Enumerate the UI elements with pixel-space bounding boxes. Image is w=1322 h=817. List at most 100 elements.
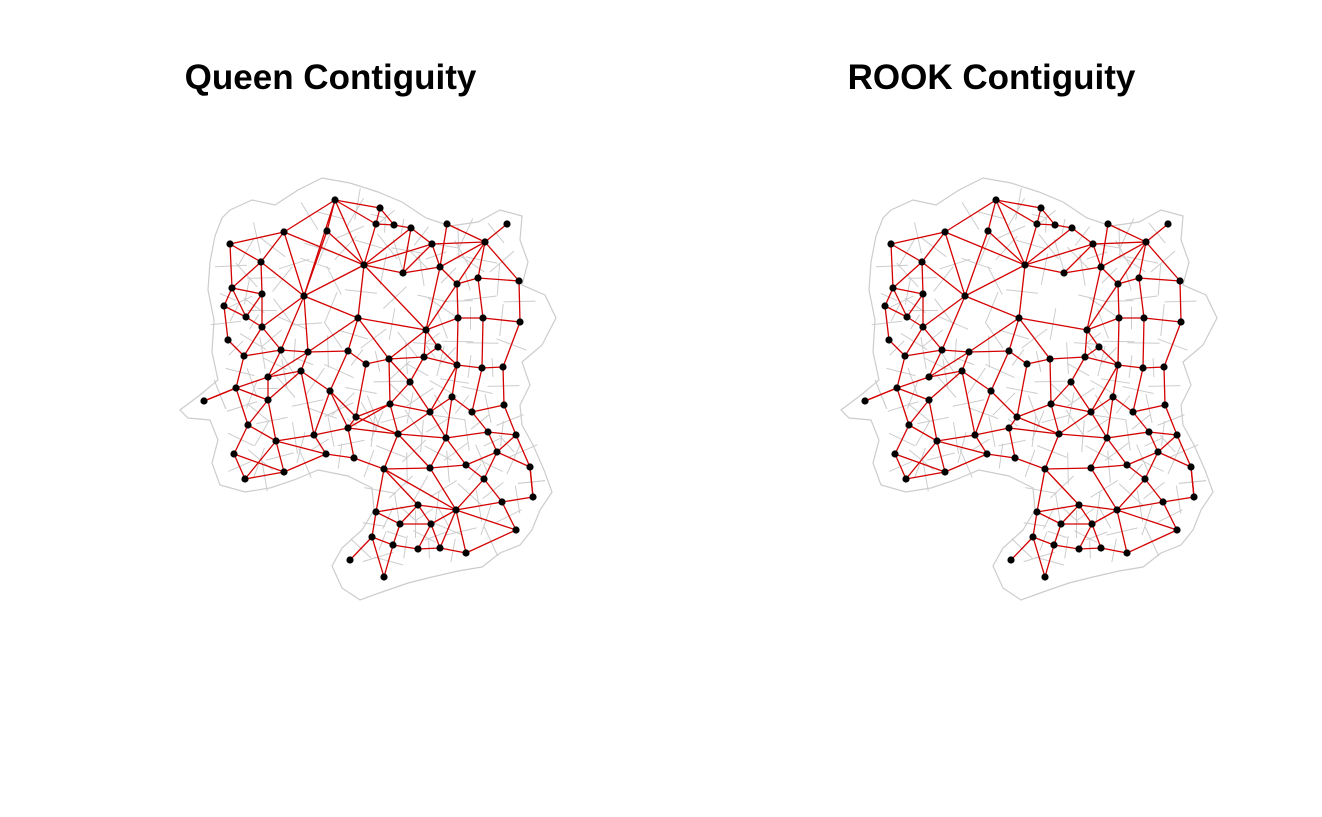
- rook-neighbor-edge: [1142, 317, 1145, 369]
- rook-centroid-node: [1013, 413, 1021, 421]
- rook-centroid-node: [961, 292, 969, 300]
- rook-neighbor-edge: [944, 231, 966, 297]
- rook-neighbor-edge: [921, 261, 924, 295]
- rook-centroid-node: [1051, 221, 1059, 229]
- queen-neighbor-edge: [445, 396, 453, 439]
- queen-centroid-node: [500, 401, 508, 409]
- queen-neighbor-edge: [235, 387, 249, 426]
- queen-neighbor-edge: [429, 411, 447, 439]
- rook-centroid-node: [918, 258, 926, 266]
- rook-neighbor-edge: [1018, 264, 1026, 319]
- queen-neighbor-edge: [233, 424, 249, 455]
- queen-centroid-node: [385, 355, 393, 363]
- queen-neighbor-edge: [439, 241, 486, 268]
- rook-neighbor-edge: [888, 339, 906, 357]
- queen-nodes: [200, 196, 537, 581]
- queen-neighbor-edge: [325, 453, 355, 459]
- rook-neighbor-edge: [1078, 504, 1093, 525]
- queen-centroid-node: [484, 428, 492, 436]
- queen-neighbor-edge: [244, 440, 277, 480]
- rook-neighbor-edge: [1132, 404, 1166, 413]
- rook-centroid-node: [1135, 274, 1143, 282]
- rook-neighbor-edge: [1126, 451, 1159, 466]
- queen-centroid-node: [427, 520, 435, 528]
- rook-neighbor-edge: [944, 453, 988, 473]
- queen-neighbor-edge: [383, 544, 394, 578]
- rook-neighbor-edge: [1010, 536, 1034, 561]
- queen-centroid-node: [434, 343, 442, 351]
- queen-centroid-node: [244, 421, 252, 429]
- queen-neighbor-edge: [456, 241, 486, 285]
- rook-centroid-node: [881, 302, 889, 310]
- queen-centroid-node: [503, 220, 511, 228]
- rook-centroid-node: [1007, 556, 1015, 564]
- rook-centroid-node: [1141, 475, 1149, 483]
- rook-neighbor-edge: [1024, 264, 1065, 274]
- queen-neighbor-edge: [233, 453, 246, 480]
- rook-neighbor-edge: [995, 199, 1026, 266]
- rook-centroid-node: [1050, 541, 1058, 549]
- queen-neighbor-edge: [283, 199, 336, 233]
- queen-neighbor-edge: [303, 295, 359, 319]
- rook-neighbor-edge: [892, 287, 924, 295]
- queen-neighbor-edge: [383, 433, 399, 470]
- rook-neighbor-edge: [1162, 496, 1195, 503]
- rook-neighbor-edge: [1190, 466, 1195, 498]
- rook-neighbor-edge: [1044, 468, 1080, 506]
- queen-neighbor-edge: [471, 367, 483, 413]
- rook-neighbor-edge: [1086, 266, 1102, 331]
- queen-centroid-node: [468, 408, 476, 416]
- rook-centroid-node: [992, 196, 1000, 204]
- queen-neighbor-edge: [502, 366, 505, 406]
- queen-centroid-node: [300, 292, 308, 300]
- queen-neighbor-edge: [465, 529, 517, 554]
- queen-centroid-node: [380, 573, 388, 581]
- rook-neighbor-edge: [1148, 431, 1178, 436]
- queen-neighbor-edge: [501, 496, 534, 503]
- rook-centroid-node: [1075, 501, 1083, 509]
- queen-neighbor-edge: [283, 453, 327, 473]
- rook-neighbor-edge: [894, 424, 910, 455]
- rook-neighbor-edge: [921, 231, 946, 263]
- queen-neighbor-edge: [231, 261, 262, 289]
- rook-centroid-node: [919, 290, 927, 298]
- queen-centroid-node: [526, 463, 534, 471]
- rook-neighbor-edge: [1040, 207, 1056, 226]
- rook-neighbor-edge: [1058, 411, 1092, 435]
- queen-neighbor-edge: [484, 223, 508, 243]
- queen-neighbor-edge: [261, 295, 305, 328]
- queen-neighbor-edge: [235, 376, 269, 389]
- queen-neighbor-edge: [275, 434, 315, 442]
- queen-neighbor-edge: [456, 277, 479, 285]
- queen-centroid-node: [453, 361, 461, 369]
- rook-neighbor-edge: [928, 370, 963, 401]
- rook-neighbor-edge: [928, 399, 938, 442]
- queen-neighbor-edge: [203, 387, 237, 402]
- rook-neighbor-edge: [1112, 364, 1119, 398]
- queen-neighbor-edge: [496, 434, 517, 453]
- queen-centroid-node: [224, 336, 232, 344]
- rook-neighbor-edge: [974, 390, 992, 436]
- queen-neighbor-edge: [429, 467, 457, 511]
- queen-centroid-node: [277, 346, 285, 354]
- queen-centroid-node: [453, 280, 461, 288]
- rook-neighbor-edge: [1176, 434, 1192, 468]
- queen-centroid-node: [386, 400, 394, 408]
- queen-neighbor-edge: [260, 261, 305, 297]
- rook-neighbor-edge: [1145, 223, 1169, 243]
- rook-neighbor-edge: [1145, 241, 1181, 282]
- rook-neighbor-edge: [1126, 464, 1146, 480]
- rook-neighbor-edge: [968, 317, 1020, 353]
- queen-neighbor-edge: [371, 536, 385, 578]
- queen-centroid-node: [498, 498, 506, 506]
- rook-neighbor-edge: [1070, 356, 1086, 383]
- queen-centroid-node: [499, 363, 507, 371]
- rook-centroid-node: [1159, 498, 1167, 506]
- rook-centroid-node: [925, 373, 933, 381]
- queen-neighbor-edge: [357, 317, 427, 331]
- rook-neighbor-edge: [1026, 358, 1051, 365]
- rook-neighbor-edge: [894, 453, 907, 480]
- rook-neighbor-edge: [936, 440, 946, 473]
- rook-neighbor-edge: [1071, 227, 1094, 245]
- queen-neighbor-edge: [423, 329, 427, 358]
